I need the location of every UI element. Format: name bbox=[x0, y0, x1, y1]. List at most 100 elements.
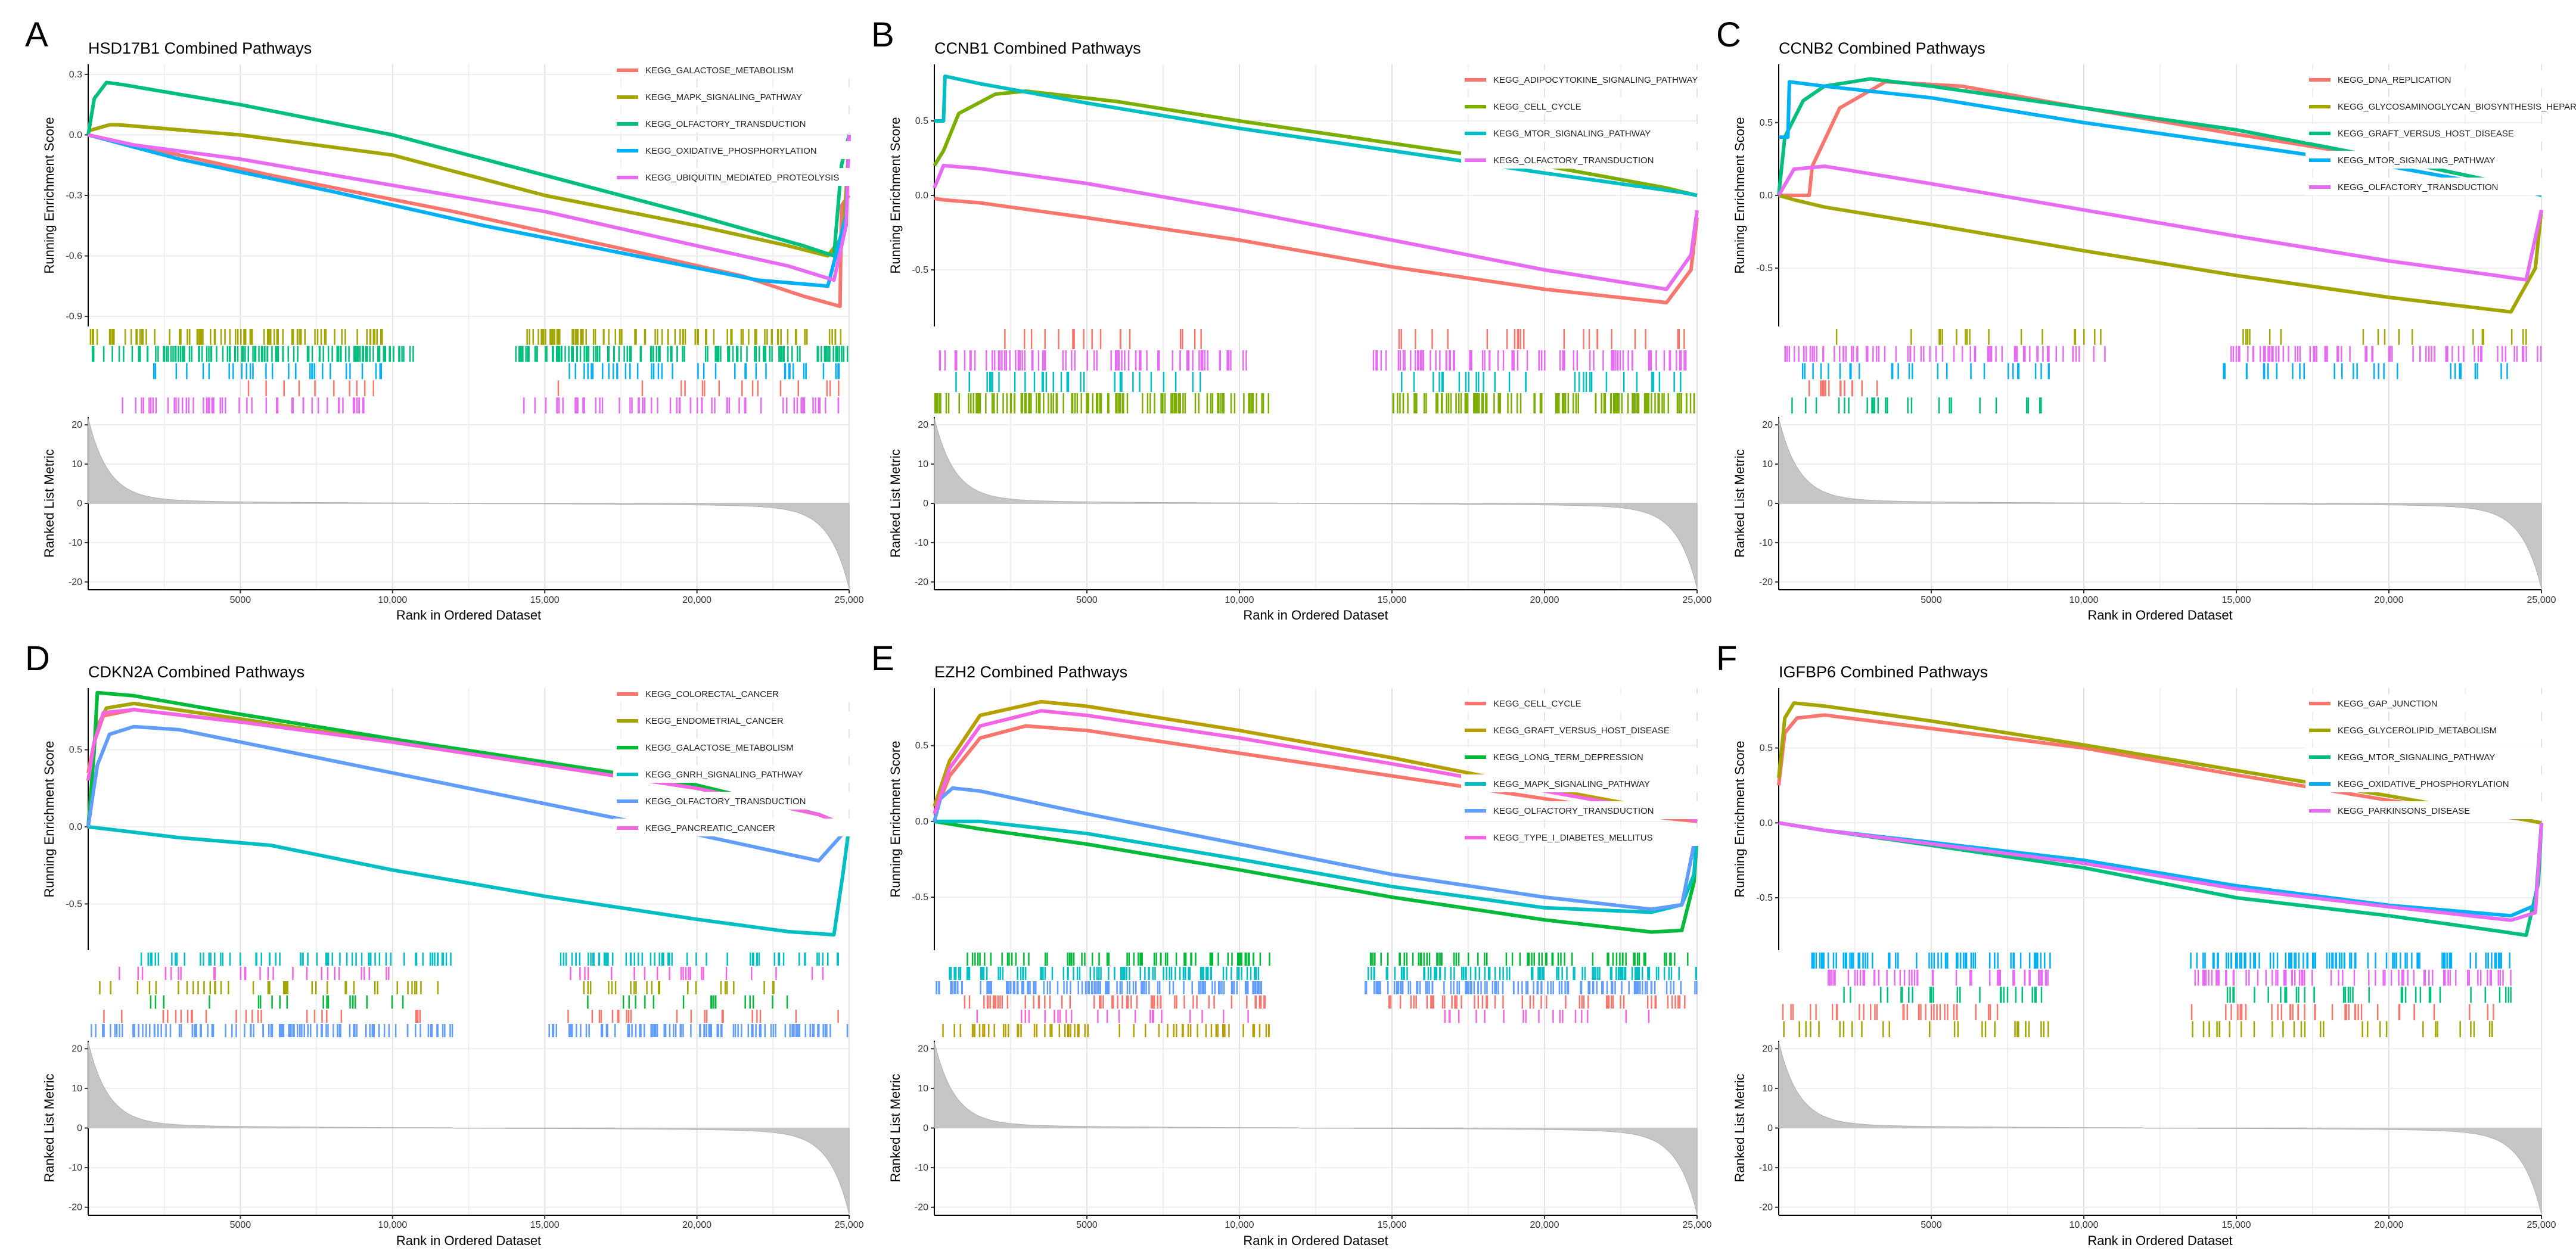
hit-ticks bbox=[936, 953, 1698, 1037]
legend-bg bbox=[2305, 178, 2556, 195]
legend-entry: KEGG_COLORECTAL_CANCER bbox=[645, 689, 779, 699]
ranked-metric-area bbox=[88, 418, 850, 589]
es-y-label: Running Enrichment Score bbox=[42, 741, 57, 898]
x-tick-label: 15,000 bbox=[1378, 1220, 1407, 1230]
metric-tick-label: -10 bbox=[915, 1163, 928, 1173]
metric-tick-label: -10 bbox=[69, 1163, 82, 1173]
metric-tick-label: 20 bbox=[72, 420, 82, 430]
es-y-label: Running Enrichment Score bbox=[888, 741, 903, 898]
es-tick-label: -0.5 bbox=[912, 892, 928, 903]
metric-tick-label: -20 bbox=[915, 577, 928, 587]
es-tick-label: 0.5 bbox=[915, 741, 928, 751]
x-tick-label: 15,000 bbox=[530, 1220, 560, 1230]
x-tick-label: 25,000 bbox=[1683, 1220, 1712, 1230]
legend-entry: KEGG_CELL_CYCLE bbox=[1493, 699, 1581, 709]
metric-tick-label: -10 bbox=[69, 538, 82, 548]
x-tick-label: 5000 bbox=[1076, 595, 1098, 605]
metric-y-label: Ranked List Metric bbox=[1732, 449, 1747, 558]
legend-bg bbox=[1461, 774, 1711, 792]
legend: KEGG_DNA_REPLICATION KEGG_GLYCOSAMINOGLYC… bbox=[2305, 70, 2576, 195]
legend-entry: KEGG_GLYCEROLIPID_METABOLISM bbox=[2338, 726, 2497, 736]
x-tick-label: 15,000 bbox=[1378, 595, 1407, 605]
legend-entry: KEGG_GRAFT_VERSUS_HOST_DISEASE bbox=[1493, 726, 1670, 736]
metric-y-label: Ranked List Metric bbox=[1732, 1073, 1747, 1182]
legend-entry: KEGG_CELL_CYCLE bbox=[1493, 102, 1581, 112]
x-tick-label: 10,000 bbox=[378, 1220, 407, 1230]
x-tick-label: 25,000 bbox=[1683, 595, 1712, 605]
es-line-kegg-olfactory-transduction bbox=[1777, 164, 2543, 282]
panel-title: EZH2 Combined Pathways bbox=[934, 663, 1127, 681]
metric-tick-label: 10 bbox=[918, 459, 928, 469]
es-line-kegg-adipocytokine-signaling-pathway bbox=[934, 197, 1699, 304]
legend-bg bbox=[613, 792, 863, 810]
es-line-kegg-olfactory-transduction bbox=[933, 164, 1699, 291]
legend-bg bbox=[1461, 748, 1711, 766]
legend-entry: KEGG_GLYCOSAMINOGLYCAN_BIOSYNTHESIS_HEPA… bbox=[2338, 102, 2576, 112]
metric-y-label: Ranked List Metric bbox=[42, 449, 57, 558]
x-tick-label: 10,000 bbox=[2069, 595, 2099, 605]
legend-entry: KEGG_OLFACTORY_TRANSDUCTION bbox=[645, 796, 806, 807]
legend-entry: KEGG_OLFACTORY_TRANSDUCTION bbox=[1493, 155, 1654, 166]
es-tick-label: 0.5 bbox=[1760, 118, 1773, 128]
x-axis-label: Rank in Ordered Dataset bbox=[2087, 608, 2232, 623]
x-axis-label: Rank in Ordered Dataset bbox=[1243, 1233, 1388, 1248]
es-tick-label: 0.5 bbox=[69, 745, 82, 755]
es-line-kegg-oxidative-phosphorylation bbox=[88, 133, 851, 288]
hit-ticks bbox=[1784, 329, 2542, 413]
legend-bg bbox=[2305, 124, 2556, 142]
legend-entry: KEGG_GRAFT_VERSUS_HOST_DISEASE bbox=[2338, 129, 2514, 139]
metric-tick-label: 20 bbox=[918, 1044, 928, 1054]
ranked-metric-area bbox=[1778, 418, 2542, 589]
es-line-kegg-parkinsons-disease bbox=[1778, 821, 2543, 922]
x-tick-label: 5000 bbox=[230, 595, 251, 605]
panel-letter: E bbox=[871, 639, 894, 678]
metric-tick-label: 10 bbox=[72, 459, 82, 469]
legend-entry: KEGG_PARKINSONS_DISEASE bbox=[2338, 806, 2470, 816]
panel-title: CDKN2A Combined Pathways bbox=[88, 663, 304, 681]
panel-letter: A bbox=[25, 15, 48, 54]
legend: KEGG_GAP_JUNCTION KEGG_GLYCEROLIPID_METAB… bbox=[2305, 694, 2556, 819]
es-tick-label: -0.3 bbox=[66, 191, 82, 201]
metric-y-label: Ranked List Metric bbox=[42, 1073, 57, 1182]
legend-entry: KEGG_GAP_JUNCTION bbox=[2338, 699, 2438, 709]
legend-entry: KEGG_OLFACTORY_TRANSDUCTION bbox=[1493, 806, 1654, 816]
metric-tick-label: -20 bbox=[1759, 1203, 1773, 1213]
metric-tick-label: -10 bbox=[915, 538, 928, 548]
es-y-label: Running Enrichment Score bbox=[42, 117, 57, 274]
legend: KEGG_ADIPOCYTOKINE_SIGNALING_PATHWAY KEGG… bbox=[1461, 70, 1711, 169]
hit-ticks bbox=[91, 953, 849, 1037]
ranked-metric-area bbox=[934, 1041, 1698, 1215]
x-tick-label: 5000 bbox=[230, 1220, 251, 1230]
legend-bg bbox=[613, 168, 863, 186]
legend-bg bbox=[2305, 801, 2556, 819]
legend-bg bbox=[2305, 774, 2556, 792]
legend-bg bbox=[2305, 748, 2556, 766]
x-tick-label: 10,000 bbox=[2069, 1220, 2099, 1230]
panel-letter: B bbox=[871, 15, 894, 54]
es-tick-label: -0.9 bbox=[66, 312, 82, 322]
metric-tick-label: 20 bbox=[1762, 1044, 1773, 1054]
panel-f: F IGFBP6 Combined Pathways 0.5 0.0 -0.5 Runni… bbox=[1716, 639, 2556, 1248]
panel-d: D CDKN2A Combined Pathways 0.5 0.0 -0.5 Runni… bbox=[25, 639, 864, 1248]
metric-tick-label: 10 bbox=[1762, 459, 1773, 469]
legend-entry: KEGG_OXIDATIVE_PHOSPHORYLATION bbox=[2338, 779, 2509, 789]
panel-title: CCNB2 Combined Pathways bbox=[1779, 39, 1985, 57]
es-tick-label: 0.0 bbox=[915, 817, 928, 827]
metric-tick-label: 10 bbox=[72, 1084, 82, 1094]
legend-bg bbox=[613, 88, 863, 105]
legend-entry: KEGG_LONG_TERM_DEPRESSION bbox=[1493, 752, 1643, 763]
legend-entry: KEGG_MAPK_SIGNALING_PATHWAY bbox=[1493, 779, 1650, 789]
legend-entry: KEGG_ADIPOCYTOKINE_SIGNALING_PATHWAY bbox=[1493, 75, 1698, 85]
legend-entry: KEGG_ENDOMETRIAL_CANCER bbox=[645, 716, 784, 726]
es-y-label: Running Enrichment Score bbox=[1732, 117, 1747, 274]
legend: KEGG_CELL_CYCLE KEGG_GRAFT_VERSUS_HOST_DI… bbox=[1461, 694, 1711, 846]
legend-bg bbox=[1461, 151, 1711, 169]
legend-entry: KEGG_GALACTOSE_METABOLISM bbox=[645, 743, 794, 753]
legend-entry: KEGG_DNA_REPLICATION bbox=[2338, 75, 2451, 85]
es-tick-label: 0.0 bbox=[69, 822, 82, 832]
x-axis-label: Rank in Ordered Dataset bbox=[1243, 608, 1388, 623]
legend-bg bbox=[613, 765, 863, 783]
metric-tick-label: 0 bbox=[77, 1124, 82, 1134]
x-tick-label: 20,000 bbox=[2375, 595, 2404, 605]
